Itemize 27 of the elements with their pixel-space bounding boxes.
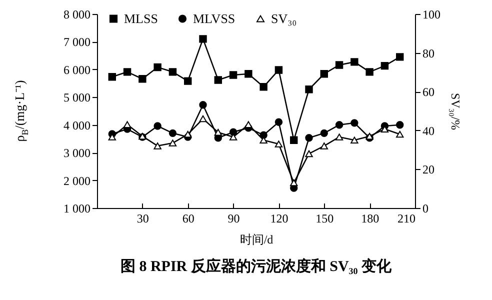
y-tick-label: 2 000 (64, 174, 90, 188)
y-tick-label: 8 000 (64, 8, 90, 22)
y2-axis-title: SV₃₀/% (448, 92, 462, 130)
legend-label: SV₃₀ (271, 10, 297, 26)
x-tick-label: 180 (361, 212, 380, 226)
y-tick-label: 3 000 (64, 146, 90, 160)
y2-tick-label: 100 (422, 8, 440, 22)
y-tick-label: 4 000 (64, 118, 90, 132)
x-axis-title: 时间/d (240, 232, 274, 246)
y-tick-label: 5 000 (64, 90, 90, 105)
y2-tick-label: 0 (422, 202, 428, 216)
x-tick-label: 150 (316, 212, 334, 226)
y-tick-label: 6 000 (64, 62, 90, 77)
x-tick-label: 210 (398, 212, 416, 226)
legend-label: MLSS (124, 10, 158, 26)
legend-label: MLVSS (193, 10, 236, 26)
x-tick-label: 30 (136, 212, 149, 226)
y-tick-label: 7 000 (64, 35, 90, 50)
text: 图 8 RPIR 反应器的污泥浓度和 SV₃₀ 变化 (120, 257, 393, 275)
x-tick-label: 60 (182, 212, 194, 226)
y2-tick-label: 40 (422, 124, 434, 138)
y2-tick-label: 20 (422, 162, 434, 177)
x-tick-label: 90 (228, 212, 240, 226)
y2-tick-label: 60 (422, 85, 434, 100)
y-tick-label: 1 000 (64, 202, 90, 216)
x-tick-label: 120 (270, 212, 288, 226)
y2-tick-label: 80 (422, 46, 434, 60)
